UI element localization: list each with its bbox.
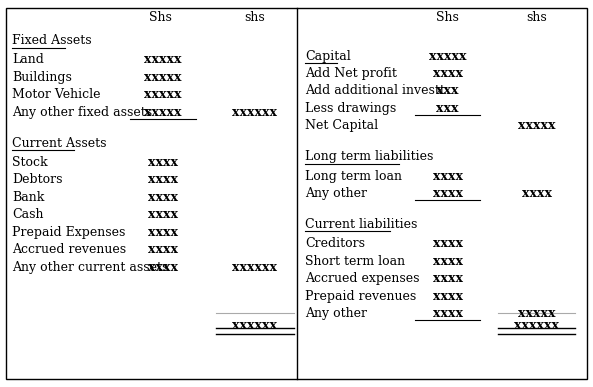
Text: Any other: Any other xyxy=(305,307,368,320)
Text: Shs: Shs xyxy=(436,11,459,24)
Text: Debtors: Debtors xyxy=(12,173,62,187)
Text: xxxx: xxxx xyxy=(148,173,178,187)
Text: xxxx: xxxx xyxy=(522,187,551,200)
Text: xxxx: xxxx xyxy=(433,187,463,200)
Text: xxxxx: xxxxx xyxy=(144,53,182,67)
Text: xxxxx: xxxxx xyxy=(518,119,556,132)
Text: xxxx: xxxx xyxy=(433,289,463,303)
Text: Long term liabilities: Long term liabilities xyxy=(305,150,433,163)
Text: xxxx: xxxx xyxy=(148,208,178,221)
Text: Long term loan: Long term loan xyxy=(305,170,403,183)
Text: Motor Vehicle: Motor Vehicle xyxy=(12,88,100,101)
Text: xxxx: xxxx xyxy=(148,243,178,256)
Text: xxxxx: xxxxx xyxy=(144,71,182,84)
Text: Add additional investt: Add additional investt xyxy=(305,84,445,98)
Text: Current liabilities: Current liabilities xyxy=(305,218,418,231)
Text: Creditors: Creditors xyxy=(305,237,365,250)
Text: Any other current assets: Any other current assets xyxy=(12,260,168,274)
Text: shs: shs xyxy=(245,11,265,24)
Text: xxxxx: xxxxx xyxy=(429,50,467,63)
Text: xxxxxx: xxxxxx xyxy=(232,319,278,332)
Text: Buildings: Buildings xyxy=(12,71,72,84)
Text: Prepaid Expenses: Prepaid Expenses xyxy=(12,226,125,239)
Text: xxxx: xxxx xyxy=(433,255,463,268)
Text: xxxxx: xxxxx xyxy=(518,307,556,320)
Text: xxxxxx: xxxxxx xyxy=(514,319,559,332)
Text: xxxx: xxxx xyxy=(148,260,178,274)
Text: Accrued expenses: Accrued expenses xyxy=(305,272,420,285)
Text: Fixed Assets: Fixed Assets xyxy=(12,34,91,47)
Text: Land: Land xyxy=(12,53,44,67)
Text: Capital: Capital xyxy=(305,50,351,63)
Text: xxxxxx: xxxxxx xyxy=(232,260,278,274)
Text: Less drawings: Less drawings xyxy=(305,102,397,115)
Text: Cash: Cash xyxy=(12,208,43,221)
Text: Bank: Bank xyxy=(12,191,44,204)
Text: xxxx: xxxx xyxy=(148,191,178,204)
Text: xxxx: xxxx xyxy=(433,67,463,80)
Text: xxxxx: xxxxx xyxy=(144,106,182,119)
Text: Prepaid revenues: Prepaid revenues xyxy=(305,289,417,303)
Text: xxxxx: xxxxx xyxy=(144,88,182,101)
Text: xxxx: xxxx xyxy=(433,237,463,250)
Text: Shs: Shs xyxy=(149,11,171,24)
Text: xxxx: xxxx xyxy=(148,156,178,169)
Text: xxxx: xxxx xyxy=(433,170,463,183)
Text: Any other: Any other xyxy=(305,187,368,200)
FancyBboxPatch shape xyxy=(6,8,587,379)
Text: xxxxxx: xxxxxx xyxy=(232,106,278,119)
Text: xxxx: xxxx xyxy=(433,272,463,285)
Text: Add Net profit: Add Net profit xyxy=(305,67,397,80)
Text: xxx: xxx xyxy=(436,102,459,115)
Text: Net Capital: Net Capital xyxy=(305,119,378,132)
Text: Accrued revenues: Accrued revenues xyxy=(12,243,126,256)
Text: shs: shs xyxy=(527,11,547,24)
Text: Any other fixed assets: Any other fixed assets xyxy=(12,106,152,119)
Text: xxxx: xxxx xyxy=(148,226,178,239)
Text: Short term loan: Short term loan xyxy=(305,255,406,268)
Text: xxxx: xxxx xyxy=(433,307,463,320)
Text: Stock: Stock xyxy=(12,156,47,169)
Text: Current Assets: Current Assets xyxy=(12,137,106,150)
Text: xxx: xxx xyxy=(436,84,459,98)
